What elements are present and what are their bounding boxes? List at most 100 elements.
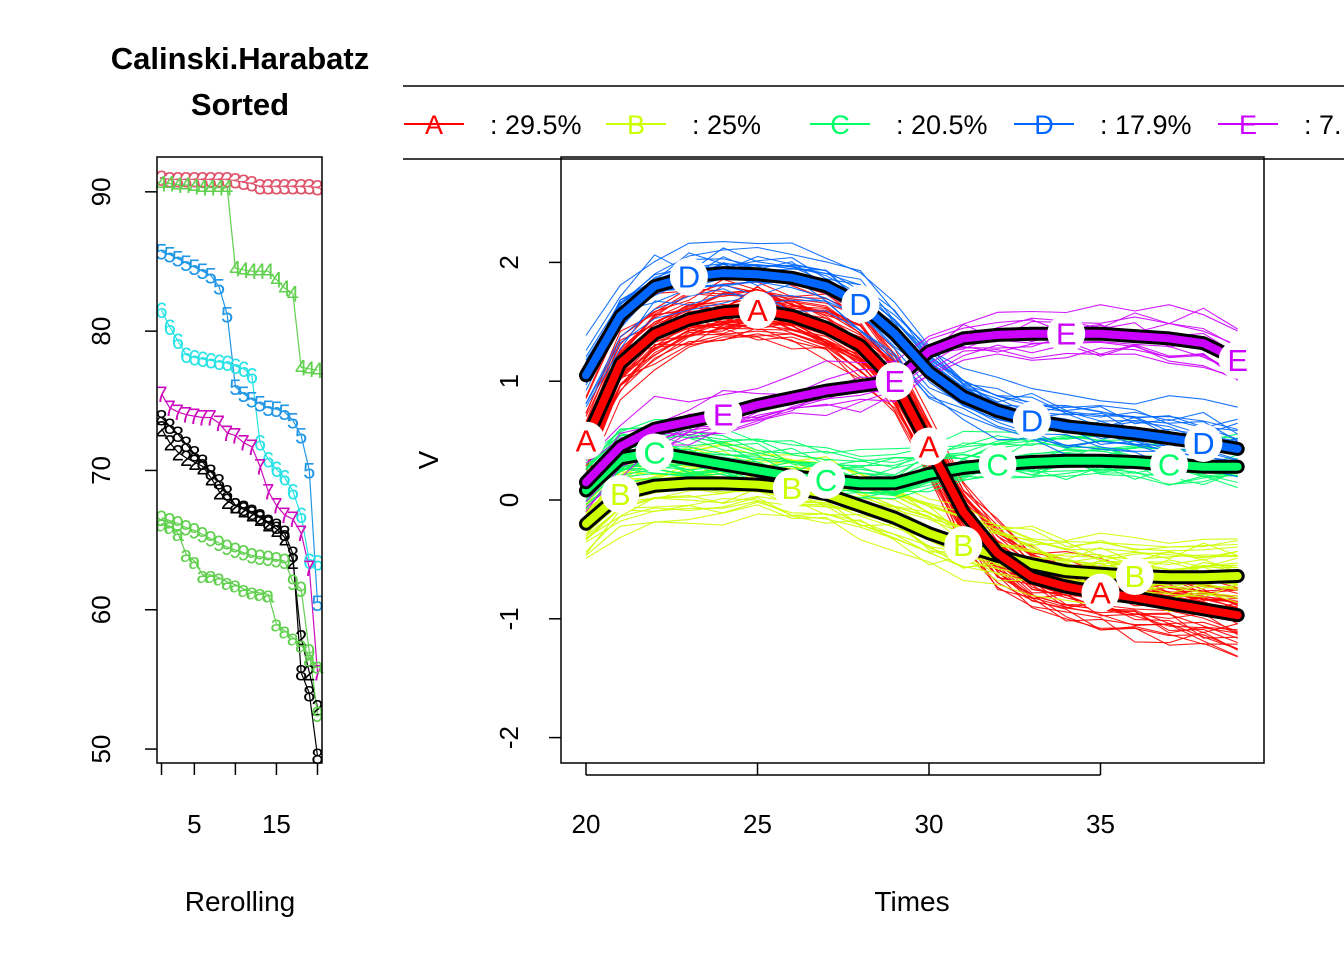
left-marker-4: 4	[246, 259, 258, 284]
left-line-7	[160, 393, 319, 673]
mean-label-E: E	[713, 397, 734, 432]
left-marker-5: 5	[254, 392, 266, 417]
left-marker-3: 3	[246, 171, 258, 196]
legend-pct-C: : 20.5%	[896, 110, 988, 140]
left-marker-7: 7	[221, 421, 233, 446]
left-plot: 2222222222222222222233333333333333333333…	[86, 156, 324, 839]
left-marker-7: 7	[188, 404, 200, 429]
mean-label-bg-E	[704, 395, 743, 434]
legend-symbol-D: D	[1034, 110, 1054, 140]
left-marker-6: 6	[287, 479, 299, 504]
left-marker-3: 3	[311, 176, 323, 201]
left-marker-a: a	[237, 577, 250, 602]
left-ytick-label: 50	[86, 735, 116, 764]
trajectory-A	[585, 327, 1238, 645]
mean-label-bg-A	[1081, 573, 1120, 612]
mean-label-bg-D	[1012, 401, 1051, 440]
mean-label-D: D	[1192, 426, 1214, 461]
left-marker-9: 9	[237, 541, 249, 566]
left-marker-5: 5	[237, 382, 249, 407]
mean-label-E: E	[1227, 343, 1248, 378]
left-marker-4: 4	[254, 259, 266, 284]
left-marker-2: 2	[287, 549, 299, 574]
left-marker-3: 3	[221, 167, 233, 192]
left-marker-6: 6	[188, 346, 200, 371]
left-marker-5: 5	[213, 275, 225, 300]
left-ytick-label: 90	[86, 177, 116, 206]
mean-line-E	[582, 329, 1242, 487]
left-marker-a: a	[311, 653, 324, 678]
mean-label-A: A	[576, 424, 597, 459]
left-marker-6: 6	[155, 298, 167, 323]
trajectory-B	[585, 458, 1238, 560]
mean-label-bg-E	[1218, 340, 1257, 379]
left-marker-8: 8	[246, 500, 258, 525]
left-marker-6: 6	[205, 348, 217, 373]
left-marker-a: a	[213, 566, 226, 591]
left-marker-6: 6	[279, 465, 291, 490]
left-marker-7: 7	[172, 400, 184, 425]
left-marker-8: 8	[164, 414, 176, 439]
left-marker-5: 5	[295, 424, 307, 449]
left-marker-4: 4	[311, 358, 323, 383]
left-marker-4: 4	[279, 276, 291, 301]
left-marker-6: 6	[164, 315, 176, 340]
left-plot-xlabel: Rerolling	[185, 886, 296, 917]
left-xtick-label: 5	[187, 809, 201, 839]
left-marker-7: 7	[287, 507, 299, 532]
left-marker-2: 2	[180, 446, 192, 471]
left-marker-9: 9	[196, 523, 208, 548]
left-marker-5: 5	[164, 243, 176, 268]
left-marker-9: 9	[262, 546, 274, 571]
left-marker-8: 8	[270, 514, 282, 539]
left-marker-a: a	[262, 582, 275, 607]
left-marker-a: a	[196, 563, 209, 588]
left-marker-8: 8	[205, 460, 217, 485]
left-marker-a: a	[188, 549, 201, 574]
left-marker-6: 6	[262, 447, 274, 472]
right-ytick-label: 1	[494, 374, 524, 388]
left-marker-9: 9	[229, 538, 241, 563]
left-marker-2: 2	[155, 417, 167, 442]
left-marker-9: 9	[246, 543, 258, 568]
mean-label-bg-D	[1184, 423, 1223, 462]
left-marker-3: 3	[205, 167, 217, 192]
left-marker-4: 4	[295, 355, 307, 380]
left-marker-2: 2	[213, 479, 225, 504]
left-marker-2: 2	[188, 450, 200, 475]
left-marker-6: 6	[196, 347, 208, 372]
left-marker-3: 3	[287, 174, 299, 199]
left-marker-6: 6	[229, 354, 241, 379]
left-marker-9: 9	[164, 509, 176, 534]
left-marker-6: 6	[246, 364, 258, 389]
left-marker-2: 2	[311, 695, 323, 720]
mean-label-bg-B	[1115, 557, 1154, 596]
left-marker-4: 4	[229, 256, 241, 281]
left-ytick-label: 70	[86, 456, 116, 485]
left-marker-7: 7	[311, 660, 323, 685]
left-marker-5: 5	[180, 251, 192, 276]
trajectory-A	[585, 327, 1238, 651]
left-line-3	[161, 177, 318, 189]
mean-label-bg-B	[772, 469, 811, 508]
left-marker-9: 9	[188, 518, 200, 543]
left-marker-8: 8	[262, 510, 274, 535]
left-marker-6: 6	[213, 350, 225, 375]
right-xtick-label: 25	[743, 809, 772, 839]
left-marker-7: 7	[205, 406, 217, 431]
left-line-a	[161, 522, 318, 666]
left-ytick-label: 60	[86, 595, 116, 624]
left-marker-6: 6	[311, 550, 323, 575]
left-marker-8: 8	[221, 481, 233, 506]
left-marker-3: 3	[303, 174, 315, 199]
left-marker-3: 3	[213, 167, 225, 192]
left-marker-2: 2	[172, 440, 184, 465]
left-plot-title-line1: Calinski.Harabatz	[111, 41, 369, 76]
mean-label-B: B	[781, 471, 802, 506]
left-line-5	[161, 251, 319, 603]
left-line-6	[160, 309, 318, 563]
left-marker-a: a	[205, 563, 218, 588]
left-marker-5: 5	[196, 259, 208, 284]
